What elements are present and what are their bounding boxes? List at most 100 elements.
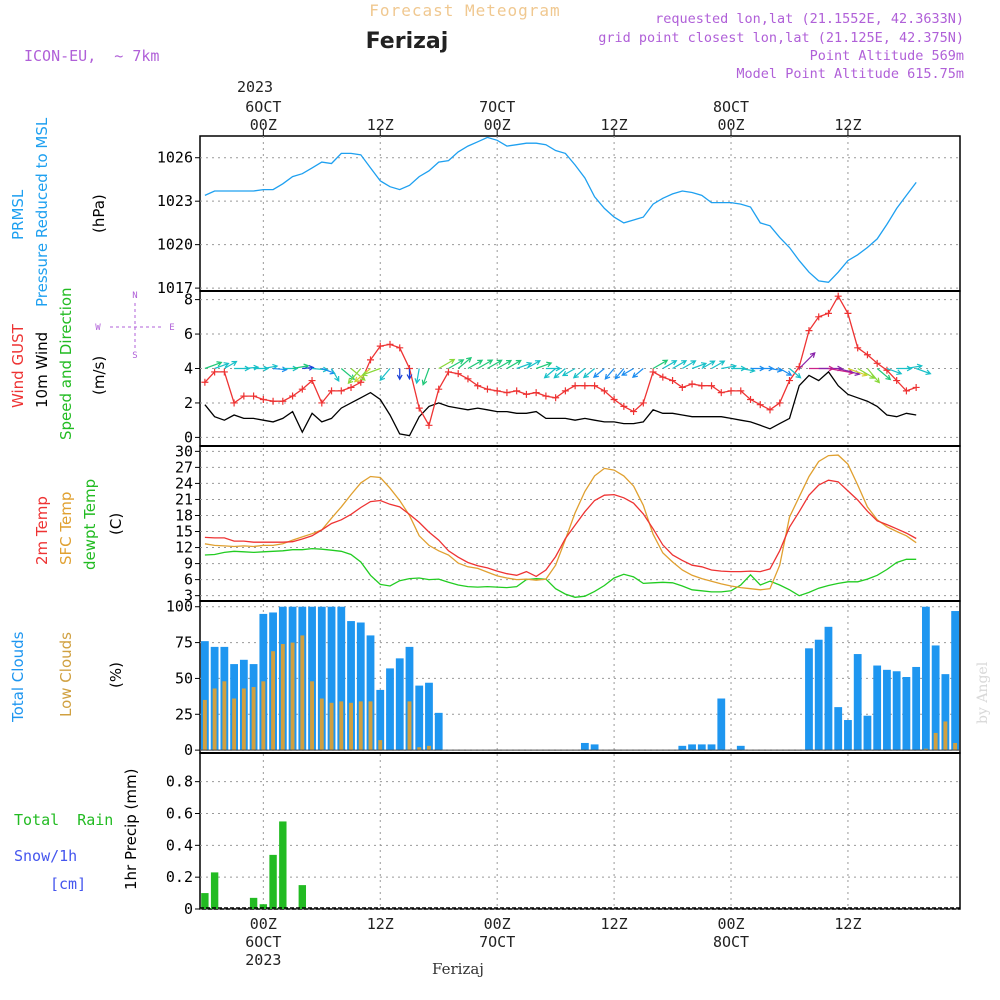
total-cloud-bar [376, 689, 385, 751]
pressure-line [204, 136, 917, 283]
info-line-1: requested lon,lat (21.1552E, 42.3633N) [655, 11, 964, 27]
top-tick-label: 12Z [367, 116, 394, 134]
low-cloud-bar [232, 698, 237, 751]
wind-direction-arrow [604, 368, 615, 380]
compass-s: S [132, 351, 137, 361]
gust-marker [756, 401, 764, 409]
wind-direction-arrow [487, 359, 503, 370]
gust-marker [308, 377, 316, 385]
chart-marks [200, 137, 960, 909]
total-cloud-bar [736, 745, 745, 751]
grid-lines [200, 136, 960, 910]
low-cloud-bar [378, 740, 383, 751]
gust-marker [230, 399, 238, 407]
gust-marker [659, 373, 667, 381]
low-cloud-bar [923, 748, 928, 751]
total-cloud-bar [678, 745, 687, 751]
temperature-tick-label: 6 [184, 571, 193, 589]
low-cloud-bar [290, 642, 295, 751]
wind-direction-arrow [379, 368, 391, 382]
wind-gust-line [204, 294, 917, 427]
compass-e: E [169, 323, 174, 333]
wind-direction-arrow [652, 359, 669, 370]
wind-direction-arrow [438, 358, 456, 370]
top-tick-label: 12Z [834, 116, 861, 134]
rain-bar [259, 904, 268, 909]
dewpt-label: dewpt Temp [81, 479, 99, 570]
wind-direction-arrow [340, 368, 356, 381]
gust-marker [513, 387, 521, 395]
rain-bar [298, 885, 307, 909]
low-cloud-bar [300, 635, 305, 751]
total-cloud-bar [415, 685, 424, 751]
gust-marker [444, 368, 452, 376]
wind-direction-arrow [769, 366, 784, 373]
wind-direction-arrow [561, 367, 576, 377]
pressure-tick-label: 1026 [157, 149, 193, 167]
low-cloud-bar [358, 701, 363, 751]
gust-marker [435, 385, 443, 393]
clouds-tick-label: 25 [175, 705, 193, 723]
total-cloud-bar [853, 654, 862, 751]
gust-marker [279, 397, 287, 405]
wind-direction-arrow [582, 368, 596, 379]
gust-marker [318, 399, 326, 407]
wind-direction-arrow [572, 368, 586, 379]
total-cloud-bar [590, 744, 599, 751]
gust-marker [766, 406, 774, 414]
temp-panel-frame [199, 445, 961, 602]
total-cloud-bar [717, 698, 726, 751]
gust-marker [259, 396, 267, 403]
bottom-tick-label: 8OCT [713, 933, 749, 951]
gust-marker [347, 383, 355, 391]
precip-tick-label: 0.8 [166, 773, 193, 791]
wind-direction-arrow [361, 367, 381, 377]
wind-direction-arrow [662, 360, 678, 370]
gust-marker [873, 359, 881, 367]
footer-place: Ferizaj [432, 960, 484, 978]
sfc-temp-line [204, 454, 917, 591]
total-cloud-bar [873, 665, 882, 751]
total-cloud-bar [434, 712, 443, 751]
precip-tick-label: 0.2 [166, 868, 193, 886]
total-cloud-bar [347, 621, 355, 751]
wind-tick-label: 2 [184, 394, 193, 412]
bottom-tick-label: 12Z [601, 915, 628, 933]
gust-marker [328, 387, 336, 395]
gust-marker [483, 385, 491, 393]
gust-marker [250, 392, 258, 400]
gust-marker [688, 380, 696, 388]
wind-direction-arrow [701, 360, 716, 370]
pressure-unit: (hPa) [90, 194, 108, 233]
precip-axis-label: 1hr Precip (mm) [122, 769, 140, 890]
rain-bar [269, 854, 277, 909]
gust-marker [600, 387, 608, 395]
gust-marker [581, 382, 589, 390]
top-tick-label: 6OCT [245, 98, 281, 116]
total-cloud-bar [356, 622, 365, 751]
precip-tick-label: 0.4 [166, 836, 193, 854]
wind-direction-arrow [302, 364, 315, 371]
wind-direction-arrow [553, 368, 566, 379]
gust-marker [902, 387, 910, 395]
precip-tick-label: 0.6 [166, 804, 193, 822]
gust-marker [561, 387, 569, 395]
wind-tick-label: 6 [184, 325, 193, 343]
snow-unit-label: [cm] [50, 875, 86, 893]
wind-direction-arrow [516, 361, 533, 370]
low-cloud-bar [319, 698, 324, 751]
gust-marker [815, 313, 823, 321]
low-cloud-bar [407, 701, 412, 751]
wind-unit: (m/s) [90, 356, 108, 395]
temperature-tick-label: 21 [175, 490, 193, 508]
info-line-3: Point Altitude 569m [810, 48, 964, 64]
gust-marker [220, 368, 228, 376]
gust-marker [883, 366, 891, 374]
temperature-tick-label: 27 [175, 458, 193, 476]
dewpt-line [204, 547, 917, 598]
total-cloud-bar [814, 639, 823, 751]
wind-gust-label: Wind GUST [9, 323, 27, 408]
gust-marker [201, 378, 209, 386]
gust-marker [474, 382, 482, 390]
